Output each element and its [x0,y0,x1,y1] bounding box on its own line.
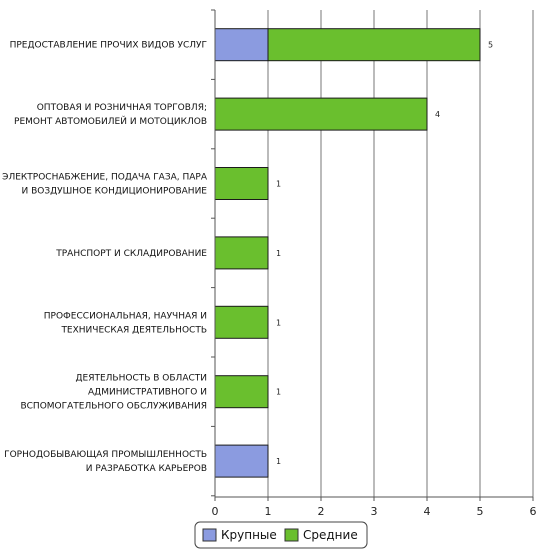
legend: Крупные Средние [194,521,368,549]
bar-medium [214,236,269,270]
legend-swatch [202,528,217,542]
bar-medium [214,305,269,339]
bar-data-label: 1 [276,457,281,466]
bar-medium [214,97,428,131]
bar-medium [214,167,269,200]
legend-box [194,521,368,549]
x-tick-label: 4 [424,505,431,518]
category-label: ДЕЯТЕЛЬНОСТЬ В ОБЛАСТИ АДМИНИСТРАТИВНОГО … [20,374,207,412]
bar-data-label: 4 [435,110,440,119]
x-tick-label: 3 [371,505,378,518]
bar-medium [267,28,481,62]
labels-layer: 5 ПРЕДОСТАВЛЕНИЕ ПРОЧИХ ВИДОВ УСЛУГ 4 ОПТОВ… [2,41,493,474]
x-tick-label: 6 [530,505,537,518]
bar-large [214,28,269,62]
legend-label: Крупные [221,528,277,542]
bars-layer [214,28,481,478]
legend-label: Средние [303,528,358,542]
x-tick-label: 0 [212,505,219,518]
category-label: ОПТОВАЯ И РОЗНИЧНАЯ ТОРГОВЛЯ; РЕМОНТ АВТО… [14,103,207,127]
category-label: ГОРНОДОБЫВАЮЩАЯ ПРОМЫШЛЕННОСТЬ И РАЗРАБОТ… [4,450,207,474]
category-label: ТРАНСПОРТ И СКЛАДИРОВАНИЕ [55,249,207,259]
x-tick-label: 2 [318,505,325,518]
grid-layer [267,10,534,497]
legend-swatch [284,528,299,542]
axis-layer: 0 1 2 3 4 5 6 [211,9,537,518]
bar-data-label: 1 [276,388,281,397]
category-label: ПРОФЕССИОНАЛЬНАЯ, НАУЧНАЯ И ТЕХНИЧЕСКАЯ Д… [44,311,207,335]
bar-data-label: 1 [276,318,281,327]
bar-data-label: 1 [276,180,281,189]
bar-medium [214,375,269,409]
x-tick-label: 5 [477,505,484,518]
bar-data-label: 1 [276,249,281,258]
bar-data-label: 5 [488,41,493,50]
category-label: ПРЕДОСТАВЛЕНИЕ ПРОЧИХ ВИДОВ УСЛУГ [10,41,207,51]
bar-large [214,444,269,478]
x-tick-label: 1 [265,505,272,518]
category-label: ЭЛЕКТРОСНАБЖЕНИЕ, ПОДАЧА ГАЗА, ПАРА И ВОЗ… [2,173,208,197]
